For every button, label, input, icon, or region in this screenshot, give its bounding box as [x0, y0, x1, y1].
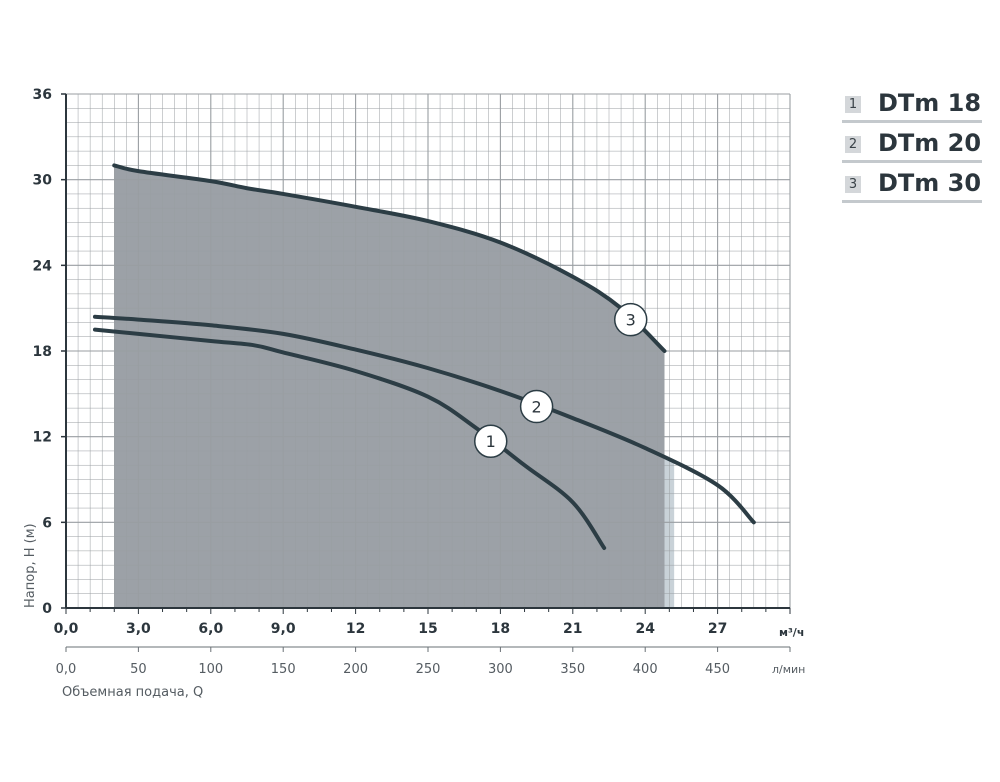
legend-series-name: DTm 18 [878, 89, 982, 117]
y-tick-label: 0 [42, 601, 52, 617]
x-tick-label: 21 [563, 621, 582, 637]
series-marker-label: 1 [486, 432, 496, 451]
curve-3 [112, 163, 667, 353]
series-markers: 1 2 3 [473, 302, 648, 458]
x-tick-label: 15 [418, 621, 437, 637]
x-tick-label-secondary: 250 [416, 662, 441, 677]
legend-number: 1 [845, 96, 861, 113]
curve-2 [92, 314, 756, 525]
x-tick-label-secondary: 300 [488, 662, 513, 677]
x-unit-secondary: л/мин [772, 663, 805, 676]
series-marker-label: 3 [626, 311, 636, 330]
y-tick-label: 36 [33, 87, 52, 103]
x-tick-label-secondary: 50 [130, 662, 147, 677]
legend-item-1: 1 DTm 18 [842, 88, 982, 123]
y-tick-label: 30 [33, 173, 53, 189]
axes [61, 93, 791, 652]
legend-item-2: 2 DTm 20 [842, 128, 982, 163]
x-tick-label: 9,0 [271, 621, 296, 637]
x-tick-label: 0,0 [54, 621, 79, 637]
x-tick-label: 6,0 [198, 621, 223, 637]
x-tick-label: 3,0 [126, 621, 151, 637]
series-marker-label: 2 [532, 398, 542, 417]
y-tick-label: 18 [33, 344, 52, 360]
x-tick-label-secondary: 0,0 [56, 662, 77, 677]
series-marker-2 [519, 389, 554, 424]
legend-series-name: DTm 30 [878, 169, 982, 197]
series-marker-1 [473, 424, 508, 458]
x-tick-label-secondary: 100 [198, 662, 223, 677]
x-tick-label: 24 [635, 621, 655, 637]
x-tick-label-secondary: 450 [705, 662, 730, 677]
legend-number: 3 [845, 176, 861, 193]
x-tick-label: 27 [708, 621, 727, 637]
x-tick-label-secondary: 200 [343, 662, 368, 677]
series-curves [92, 163, 756, 551]
shaded-region-3 [114, 165, 665, 608]
x-axis-label: Объемная подача, Q [62, 685, 203, 700]
y-tick-label: 12 [33, 430, 52, 446]
shaded-regions [114, 165, 675, 608]
grid [65, 93, 791, 609]
x-tick-label-secondary: 400 [633, 662, 658, 677]
series-marker-3 [613, 302, 648, 337]
x-tick-label-secondary: 150 [271, 662, 296, 677]
x-tick-label: 12 [346, 621, 365, 637]
legend-item-3: 3 DTm 30 [842, 168, 982, 203]
y-tick-label: 24 [33, 258, 53, 274]
tick-labels: 0,0 3,0 6,0 9,0 12 15 18 21 24 270,0 50 100 150 200 25… [33, 87, 730, 677]
x-tick-label: 18 [491, 621, 510, 637]
y-tick-label: 6 [42, 515, 52, 531]
curve-1 [92, 327, 607, 551]
legend: 1 DTm 18 2 DTm 20 3 DTm 30 [842, 88, 982, 208]
x-tick-label-secondary: 350 [560, 662, 585, 677]
x-unit-primary: м³/ч [779, 626, 804, 639]
y-axis-label: Напор, H (м) [23, 523, 38, 608]
legend-number: 2 [845, 136, 861, 153]
legend-series-name: DTm 20 [878, 129, 982, 157]
